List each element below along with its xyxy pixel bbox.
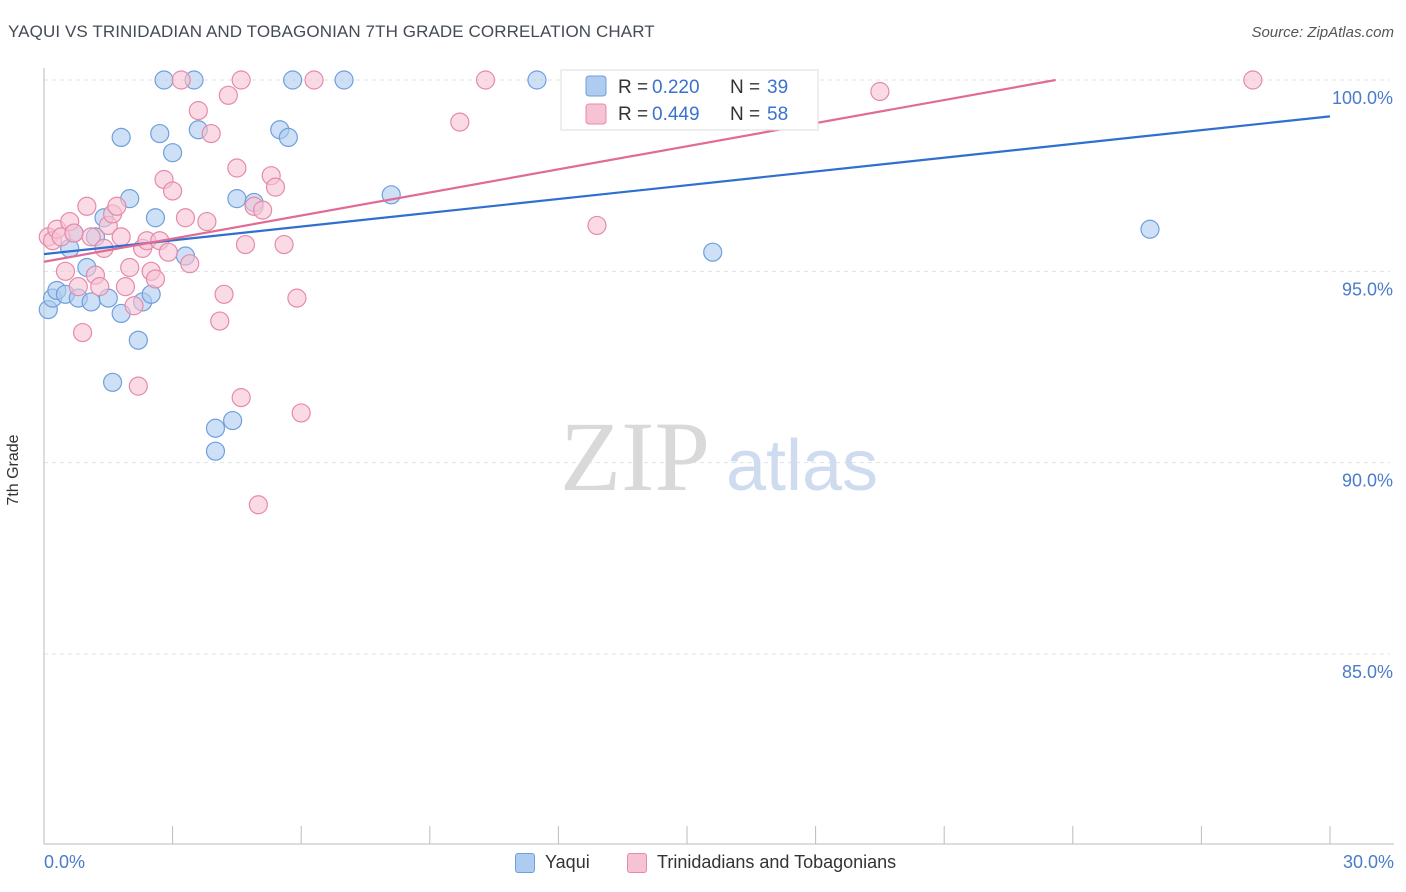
point-yaqui[interactable]	[334, 70, 354, 90]
point-trinidadian[interactable]	[111, 227, 131, 247]
legend-top: R = 0.220 N = 39 R = 0.449 N = 58	[560, 69, 819, 131]
y-tick-label: 100.0%	[1332, 88, 1393, 108]
point-yaqui[interactable]	[102, 372, 123, 392]
y-tick-labels: 85.0% 90.0% 95.0% 100.0%	[1332, 88, 1393, 682]
y-tick-label: 90.0%	[1342, 471, 1393, 491]
point-trinidadian[interactable]	[81, 227, 101, 247]
source-label: Source: ZipAtlas.com	[1251, 24, 1394, 41]
y-tick-label: 85.0%	[1342, 662, 1393, 682]
point-yaqui[interactable]	[205, 441, 226, 461]
point-trinidadian[interactable]	[64, 223, 84, 243]
legend-r-label: R =	[618, 77, 648, 98]
trend-line-trinidadian	[43, 78, 1056, 263]
point-trinidadian[interactable]	[287, 288, 307, 308]
point-yaqui[interactable]	[703, 242, 723, 262]
point-trinidadian[interactable]	[304, 70, 324, 90]
axes	[43, 68, 1394, 845]
point-trinidadian[interactable]	[188, 101, 208, 121]
point-trinidadian[interactable]	[201, 123, 221, 144]
point-trinidadian[interactable]	[235, 234, 256, 255]
legend-item-yaqui[interactable]: Yaqui	[515, 852, 590, 873]
data-points	[38, 70, 1263, 515]
point-trinidadian[interactable]	[175, 208, 196, 228]
legend-swatch-pink	[585, 103, 607, 125]
point-trinidadian[interactable]	[227, 158, 247, 178]
point-yaqui[interactable]	[145, 208, 166, 228]
legend-n-label: N =	[730, 104, 760, 125]
point-trinidadian[interactable]	[197, 211, 217, 232]
x-tick-label-max: 30.0%	[1342, 852, 1394, 872]
point-trinidadian[interactable]	[107, 196, 127, 216]
watermark-zip: ZIP	[560, 401, 710, 512]
point-yaqui[interactable]	[205, 418, 226, 438]
point-yaqui[interactable]	[227, 189, 247, 209]
legend-swatch-blue	[515, 852, 535, 873]
y-tick-label: 95.0%	[1342, 279, 1393, 299]
point-yaqui[interactable]	[223, 410, 243, 431]
point-trinidadian[interactable]	[180, 254, 200, 274]
point-trinidadian[interactable]	[253, 200, 273, 220]
point-trinidadian[interactable]	[248, 495, 268, 515]
point-yaqui[interactable]	[163, 143, 183, 163]
point-trinidadian[interactable]	[274, 234, 294, 255]
point-trinidadian[interactable]	[171, 70, 191, 90]
legend-item-trinidadians[interactable]: Trinidadians and Tobagonians	[627, 852, 896, 873]
point-trinidadian[interactable]	[214, 284, 234, 304]
point-trinidadian[interactable]	[218, 85, 238, 105]
legend-r-value: 0.449	[652, 104, 700, 125]
point-trinidadian[interactable]	[163, 181, 183, 201]
point-trinidadian[interactable]	[55, 261, 76, 281]
point-trinidadian[interactable]	[231, 388, 251, 408]
point-yaqui[interactable]	[128, 330, 148, 350]
legend-label: Yaqui	[545, 852, 590, 872]
legend-swatch-blue	[585, 75, 607, 97]
trend-line-yaqui	[43, 115, 1331, 256]
point-trinidadian[interactable]	[265, 177, 286, 197]
point-trinidadian[interactable]	[291, 403, 311, 423]
point-yaqui[interactable]	[1140, 219, 1160, 239]
point-trinidadian[interactable]	[587, 215, 607, 236]
point-trinidadian[interactable]	[145, 269, 166, 289]
point-trinidadian[interactable]	[115, 277, 136, 297]
point-trinidadian[interactable]	[210, 311, 230, 331]
point-trinidadian[interactable]	[72, 322, 93, 343]
point-trinidadian[interactable]	[68, 277, 88, 297]
x-tick-label-min: 0.0%	[44, 852, 86, 872]
trend-lines	[43, 78, 1331, 263]
watermark-atlas: atlas	[726, 426, 878, 506]
point-trinidadian[interactable]	[124, 296, 144, 316]
legend-n-value: 58	[767, 104, 788, 125]
chart-title: YAQUI VS TRINIDADIAN AND TOBAGONIAN 7TH …	[8, 22, 655, 41]
point-yaqui[interactable]	[278, 127, 298, 147]
legend-r-value: 0.220	[652, 77, 700, 98]
legend-n-value: 39	[767, 77, 788, 98]
point-trinidadian[interactable]	[120, 257, 140, 278]
point-trinidadian[interactable]	[475, 70, 496, 90]
point-trinidadian[interactable]	[158, 242, 178, 262]
legend-swatch-pink	[627, 852, 647, 873]
point-trinidadian[interactable]	[77, 196, 97, 216]
point-trinidadian[interactable]	[1243, 70, 1263, 90]
point-trinidadian[interactable]	[450, 112, 470, 132]
point-trinidadian[interactable]	[128, 376, 148, 396]
legend-label: Trinidadians and Tobagonians	[657, 852, 897, 872]
point-trinidadian[interactable]	[90, 277, 110, 297]
point-trinidadian[interactable]	[870, 81, 890, 102]
point-trinidadian[interactable]	[231, 70, 251, 90]
watermark: ZIP atlas	[560, 401, 878, 512]
legend-r-label: R =	[618, 104, 648, 125]
point-yaqui[interactable]	[154, 70, 174, 90]
point-yaqui[interactable]	[111, 127, 131, 147]
grid-lines	[44, 79, 1390, 655]
point-yaqui[interactable]	[527, 70, 547, 90]
point-yaqui[interactable]	[150, 123, 170, 144]
legend-bottom: Yaqui Trinidadians and Tobagonians	[0, 852, 1406, 876]
point-yaqui[interactable]	[283, 70, 303, 90]
legend-n-label: N =	[730, 77, 760, 98]
